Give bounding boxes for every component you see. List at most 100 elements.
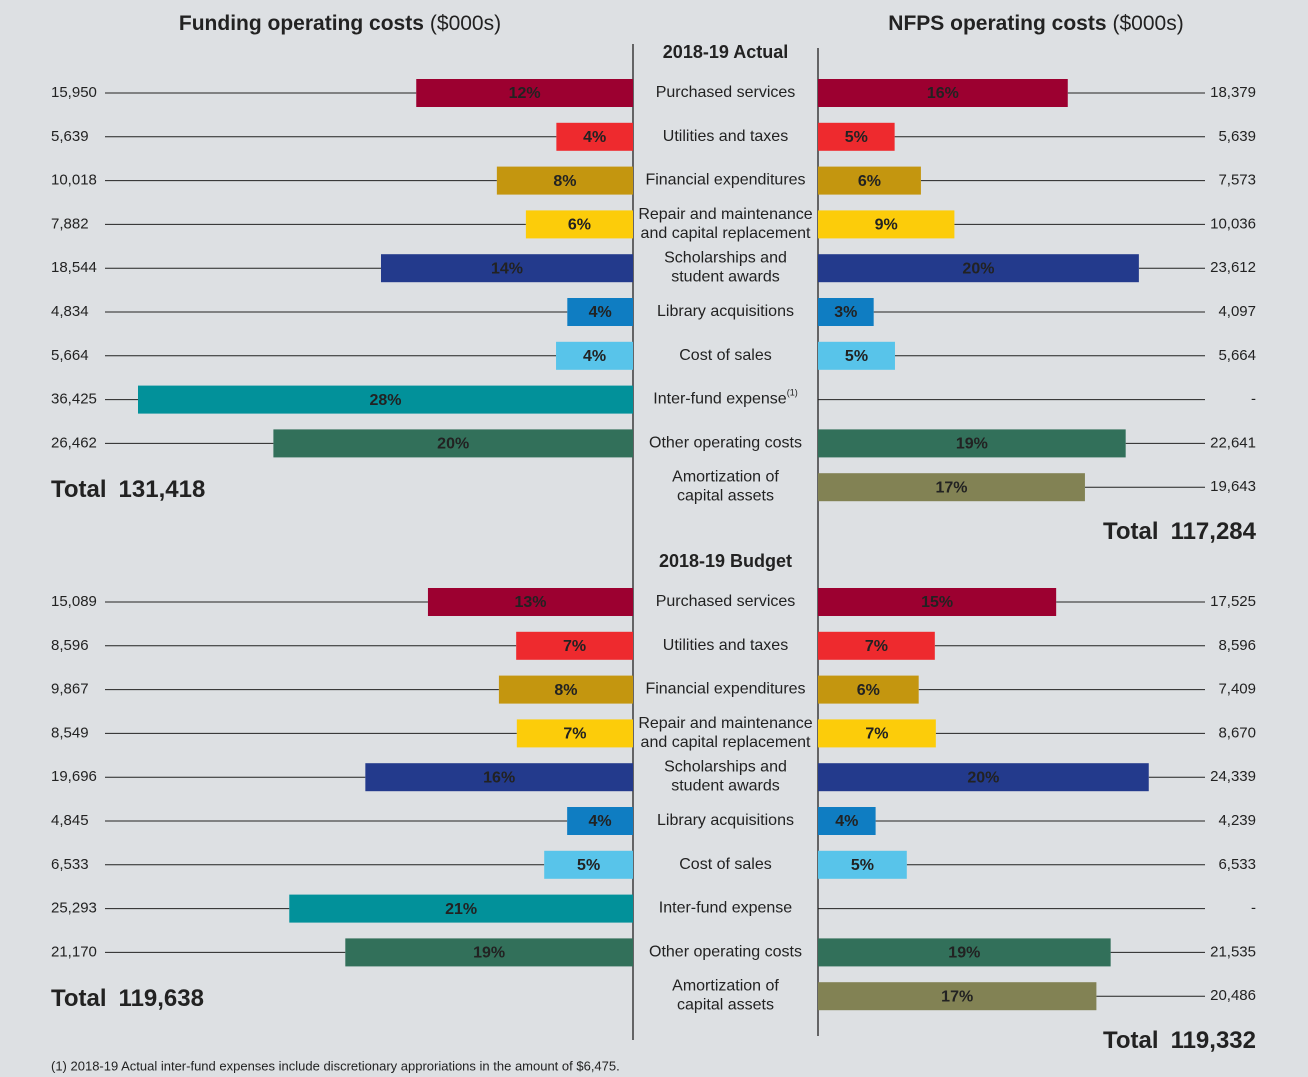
total-value: 117,284 xyxy=(1171,518,1257,545)
share-label: 19% xyxy=(473,945,505,962)
panel-title: 2018-19 Budget xyxy=(659,551,792,571)
bar xyxy=(567,298,633,326)
bar xyxy=(818,122,895,151)
bar xyxy=(818,254,1139,283)
share-label: 4% xyxy=(583,129,606,146)
bar xyxy=(818,341,895,370)
value-label: 18,544 xyxy=(51,259,97,276)
category-label: Cost of sales xyxy=(679,347,771,364)
category-text: Scholarships and xyxy=(664,250,787,267)
bar xyxy=(818,210,955,239)
value-label: 4,845 xyxy=(51,812,89,829)
category-label: Repair and maintenance xyxy=(638,206,812,223)
share-label: 4% xyxy=(835,813,858,830)
total: Total 119,332 xyxy=(1103,1027,1256,1054)
total-word: Total xyxy=(51,477,107,504)
value-label: 5,639 xyxy=(1218,128,1256,145)
value-label: 22,641 xyxy=(1210,434,1256,451)
value-label: 19,696 xyxy=(51,768,97,785)
bar xyxy=(818,850,907,879)
category-label: Inter-fund expense xyxy=(659,900,793,917)
bar xyxy=(289,894,633,923)
share-label: 12% xyxy=(509,85,541,102)
value-label: 8,596 xyxy=(51,637,89,654)
value-label: 7,573 xyxy=(1218,172,1256,189)
share-label: 20% xyxy=(962,260,994,277)
category-label: Amortization of xyxy=(672,978,779,995)
category-label: Cost of sales xyxy=(679,856,771,873)
category-text: Financial expenditures xyxy=(645,681,805,698)
share-label: 7% xyxy=(563,638,586,655)
value-label: 5,664 xyxy=(1218,347,1256,364)
value-label: 8,596 xyxy=(1218,637,1256,654)
bar xyxy=(416,79,633,107)
bar xyxy=(818,79,1068,107)
category-label: student awards xyxy=(671,778,780,795)
value-label: 5,639 xyxy=(51,128,89,145)
category-label: Financial expenditures xyxy=(645,681,805,698)
total-word: Total xyxy=(51,986,107,1013)
category-text: Repair and maintenance xyxy=(638,206,812,223)
share-label: 17% xyxy=(935,479,967,496)
share-label: 8% xyxy=(554,682,577,699)
category-label: Utilities and taxes xyxy=(663,637,788,654)
share-label: 7% xyxy=(865,726,888,743)
category-text: Other operating costs xyxy=(649,944,802,961)
bar xyxy=(516,719,633,748)
category-text: and capital replacement xyxy=(641,225,811,242)
category-text: capital assets xyxy=(677,997,774,1014)
total-value: 119,332 xyxy=(1171,1027,1256,1054)
value-label: 6,533 xyxy=(51,856,89,873)
value-label: 9,867 xyxy=(51,681,89,698)
share-label: 4% xyxy=(589,304,612,321)
category-label: Scholarships and xyxy=(664,759,787,776)
value-label: 36,425 xyxy=(51,391,97,408)
value-label: 7,882 xyxy=(51,215,89,232)
value-label: 18,379 xyxy=(1210,84,1256,101)
value-label: 10,018 xyxy=(51,172,97,189)
bar xyxy=(345,938,633,967)
value-label: 23,612 xyxy=(1210,259,1256,276)
bar xyxy=(818,763,1149,792)
share-label: 21% xyxy=(445,901,477,918)
panel-title: 2018-19 Actual xyxy=(663,42,788,62)
share-label: 13% xyxy=(514,594,546,611)
category-text: student awards xyxy=(671,778,780,795)
total-value: 119,638 xyxy=(119,986,204,1013)
header-unit: ($000s) xyxy=(430,12,501,35)
share-label: 14% xyxy=(491,260,523,277)
share-label: 5% xyxy=(577,857,600,874)
value-label: 17,525 xyxy=(1210,593,1256,610)
bar xyxy=(818,429,1126,458)
category-label: Library acquisitions xyxy=(657,812,794,829)
category-label: capital assets xyxy=(677,997,774,1014)
share-label: 16% xyxy=(483,769,515,786)
category-label: student awards xyxy=(671,269,780,286)
header-unit: ($000s) xyxy=(1113,12,1184,35)
bar xyxy=(556,122,633,151)
bar xyxy=(273,429,633,458)
header-name: NFPS operating costs xyxy=(888,12,1106,35)
share-label: 17% xyxy=(941,988,973,1005)
category-label: Library acquisitions xyxy=(657,303,794,320)
category-text: Utilities and taxes xyxy=(663,637,788,654)
bar xyxy=(567,807,633,835)
value-label: 10,036 xyxy=(1210,215,1256,232)
category-label: Repair and maintenance xyxy=(638,715,812,732)
bar xyxy=(818,675,919,704)
share-label: 28% xyxy=(369,392,401,409)
footnote-marker: (1) xyxy=(787,388,798,398)
value-label: 4,239 xyxy=(1218,812,1256,829)
bar xyxy=(498,675,633,704)
bar xyxy=(525,210,633,239)
category-label: Amortization of xyxy=(672,469,779,486)
header: NFPS operating costs ($000s) xyxy=(888,12,1183,35)
share-label: 6% xyxy=(858,173,881,190)
category-label: and capital replacement xyxy=(641,225,811,242)
share-label: 3% xyxy=(834,304,857,321)
category-text: capital assets xyxy=(677,488,774,505)
value-label: 4,097 xyxy=(1218,303,1256,320)
category-text: student awards xyxy=(671,269,780,286)
share-label: 16% xyxy=(927,85,959,102)
